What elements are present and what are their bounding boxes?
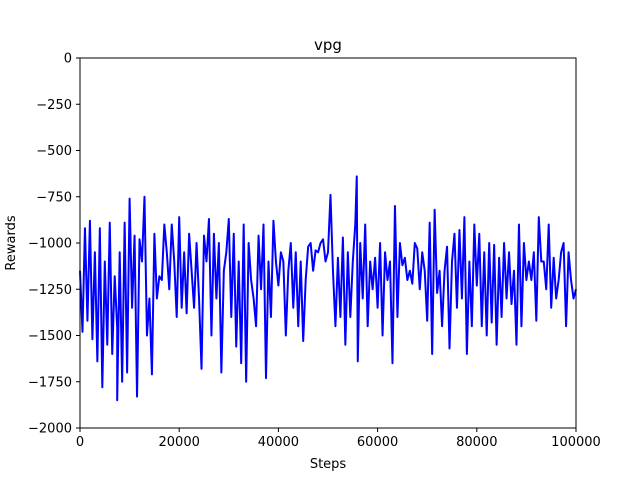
x-tick-label: 60000 [357, 435, 398, 450]
y-tick-label: −1250 [28, 283, 72, 298]
y-tick-label: −1000 [28, 237, 72, 252]
y-axis-ticks: 0 −250 −500 −750 −1000 −1250 −1500 −1750 −2000 [28, 52, 80, 437]
chart-title: vpg [314, 36, 342, 54]
series-line-0 [79, 175, 577, 402]
y-tick-label: −750 [36, 190, 72, 205]
x-tick-label: 40000 [258, 435, 299, 450]
x-tick-label: 20000 [159, 435, 200, 450]
y-tick-label: 0 [64, 52, 72, 67]
plot-frame [79, 57, 577, 429]
y-axis-label: Rewards [4, 215, 19, 270]
x-tick-label: 0 [76, 435, 84, 450]
x-axis-label: Steps [310, 457, 347, 472]
series-layer [79, 175, 577, 402]
x-tick-label: 80000 [456, 435, 497, 450]
x-axis-ticks: 0 20000 40000 60000 80000 100000 [76, 428, 601, 450]
y-tick-label: −2000 [28, 422, 72, 437]
y-tick-label: −1750 [28, 375, 72, 390]
x-tick-label: 100000 [551, 435, 601, 450]
y-tick-label: −250 [36, 98, 72, 113]
y-tick-label: −1500 [28, 329, 72, 344]
y-tick-label: −500 [36, 144, 72, 159]
